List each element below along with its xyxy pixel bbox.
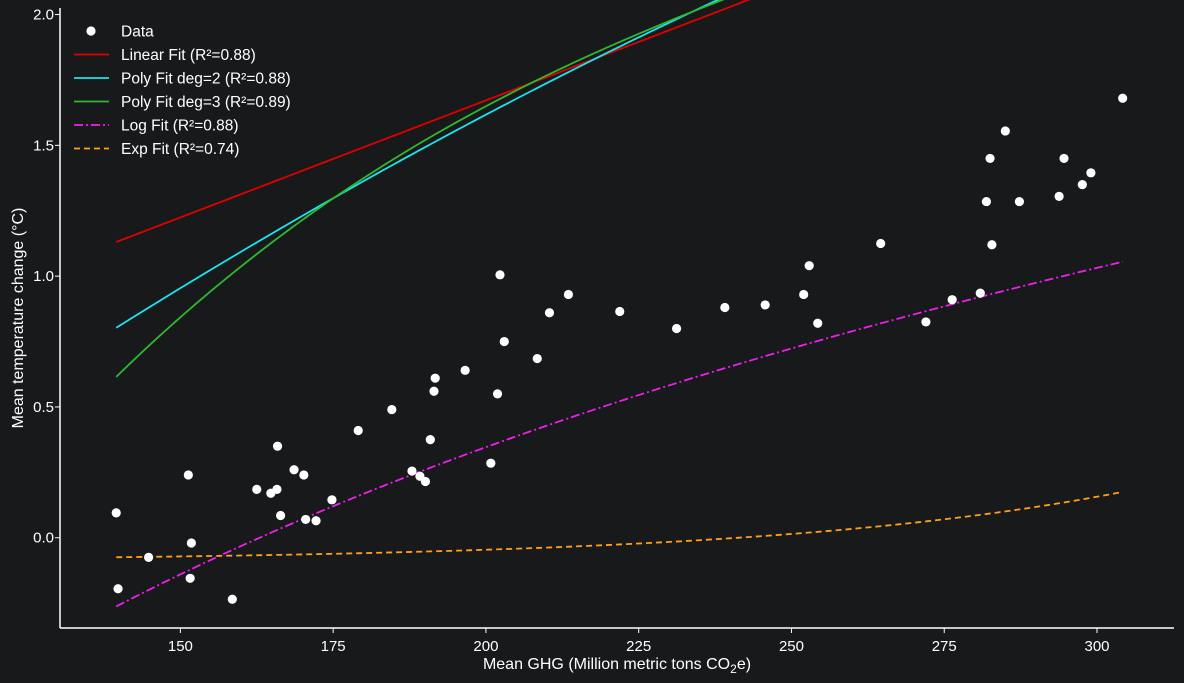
data-point — [111, 508, 121, 518]
x-axis-title: Mean GHG (Million metric tons CO2e) — [483, 656, 751, 676]
y-tick-label: 2.0 — [33, 7, 54, 24]
legend-label: Poly Fit deg=3 (R²=0.89) — [121, 94, 291, 111]
data-point — [430, 373, 440, 383]
data-point — [113, 584, 123, 594]
data-point — [492, 389, 503, 399]
legend-label: Poly Fit deg=2 (R²=0.88) — [121, 71, 291, 88]
data-point — [813, 318, 823, 328]
data-point — [1054, 191, 1064, 201]
data-point — [311, 516, 321, 526]
data-point — [1086, 168, 1096, 178]
data-point — [544, 308, 555, 318]
data-point — [799, 289, 809, 300]
data-point — [760, 300, 770, 310]
data-point — [486, 458, 496, 468]
fit-lines — [115, 0, 1123, 608]
data-point — [981, 196, 991, 207]
data-point — [289, 465, 299, 475]
data-point — [429, 386, 439, 396]
data-point — [252, 484, 262, 494]
fit-line-poly — [115, 0, 720, 329]
x-tick-label: 275 — [932, 638, 957, 655]
y-axis-title: Mean temperature change (°C) — [10, 208, 27, 429]
x-ticks: 150 175 200 225 250 275 300 — [168, 628, 1110, 655]
data-point — [987, 240, 997, 250]
data-point — [563, 289, 574, 300]
plot-area — [111, 0, 1128, 608]
y-tick-label: 0.0 — [33, 530, 54, 547]
data-point — [495, 270, 505, 280]
data-points — [111, 93, 1128, 604]
legend-item: Poly Fit deg=3 (R²=0.89) — [74, 94, 291, 111]
legend-item: Linear Fit (R²=0.88) — [74, 47, 256, 64]
legend: Data Linear Fit (R²=0.88) Poly Fit deg=2 (… — [74, 24, 291, 158]
data-point — [144, 552, 154, 562]
data-point — [185, 573, 195, 583]
data-point — [499, 336, 509, 347]
data-point — [227, 594, 237, 604]
data-point — [720, 302, 730, 313]
data-point — [1014, 196, 1024, 207]
data-point — [407, 466, 417, 476]
x-tick-label: 150 — [168, 638, 193, 655]
data-point — [183, 470, 193, 480]
data-point — [387, 404, 397, 415]
fit-line-exp — [116, 491, 1123, 559]
x-tick-label: 200 — [473, 638, 498, 655]
data-point — [615, 306, 625, 317]
legend-label: Log Fit (R²=0.88) — [121, 118, 239, 135]
data-point — [276, 510, 286, 521]
y-ticks: 0.0 0.5 1.0 1.5 2.0 — [33, 7, 60, 547]
y-tick-label: 0.5 — [33, 399, 54, 416]
data-point — [1118, 93, 1128, 103]
data-point — [353, 425, 363, 436]
legend-item: Exp Fit (R²=0.74) — [74, 141, 239, 158]
data-point — [301, 514, 311, 525]
data-point — [671, 323, 682, 334]
data-point — [921, 317, 931, 327]
data-point — [876, 238, 886, 249]
data-point — [425, 435, 435, 445]
x-tick-label: 225 — [626, 638, 651, 655]
data-point — [532, 353, 542, 364]
data-point — [1000, 126, 1010, 136]
data-point — [460, 365, 470, 375]
fit-line-log — [115, 260, 1123, 608]
data-point — [272, 441, 283, 451]
legend-label: Linear Fit (R²=0.88) — [121, 47, 256, 64]
data-point — [804, 261, 814, 271]
fit-line-poly — [115, 0, 725, 378]
data-point — [299, 470, 309, 480]
x-tick-label: 250 — [779, 638, 804, 655]
x-tick-label: 300 — [1084, 638, 1109, 655]
data-point — [186, 538, 196, 548]
legend-label: Data — [121, 24, 154, 41]
data-point — [1059, 153, 1069, 164]
legend-label: Exp Fit (R²=0.74) — [121, 141, 239, 158]
y-tick-label: 1.0 — [33, 268, 54, 285]
fit-line-linear — [115, 0, 751, 243]
legend-item: Log Fit (R²=0.88) — [74, 118, 239, 135]
x-tick-label: 175 — [321, 638, 346, 655]
data-point — [1077, 179, 1087, 190]
data-point — [975, 288, 985, 298]
data-point — [985, 153, 995, 164]
data-point — [327, 495, 337, 505]
y-tick-label: 1.5 — [33, 137, 54, 154]
legend-item: Data — [86, 24, 154, 41]
legend-item: Poly Fit deg=2 (R²=0.88) — [74, 71, 291, 88]
data-point — [947, 295, 957, 305]
legend-marker — [86, 26, 96, 36]
data-point — [420, 476, 431, 487]
data-point — [272, 484, 282, 494]
